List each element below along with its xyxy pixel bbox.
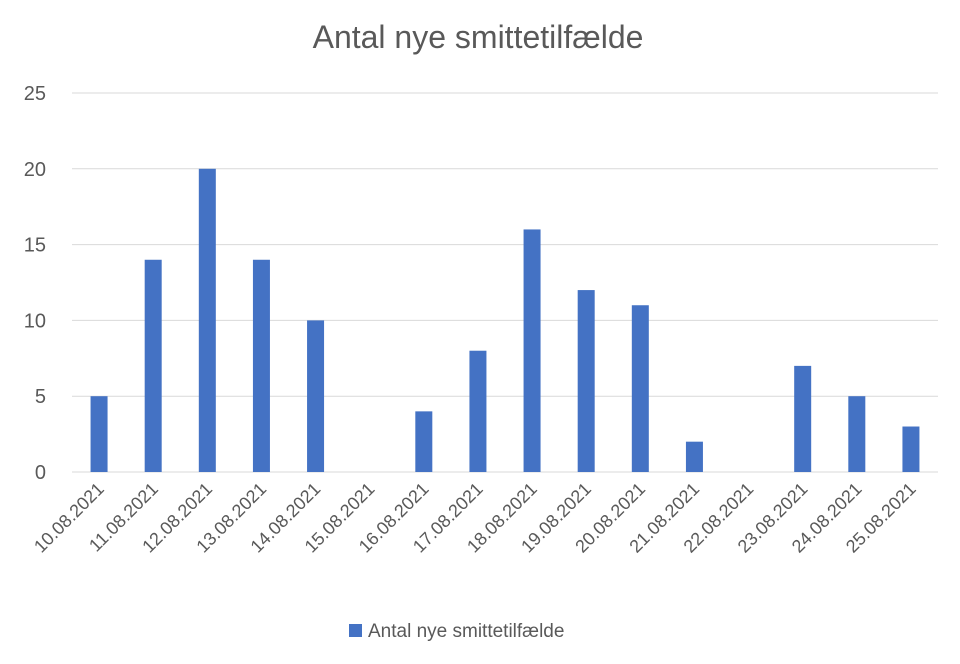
legend-swatch [349,624,362,637]
bar [523,229,541,472]
y-axis-ticks: 0 5 10 15 20 25 [24,83,46,484]
bar [415,411,433,472]
x-axis-ticks: 10.08.202111.08.202112.08.202113.08.2021… [30,479,920,557]
bar [902,426,920,472]
y-tick-label: 25 [24,83,46,105]
bar [252,259,270,472]
legend: Antal nye smittetilfælde [349,621,564,642]
bar [685,441,703,472]
bar [90,396,108,472]
bar [469,350,487,472]
y-tick-label: 10 [24,310,46,332]
bar [631,305,649,472]
bar [848,396,866,472]
y-tick-label: 0 [35,462,46,484]
bar [577,290,595,472]
gridlines [72,92,938,473]
y-tick-label: 20 [24,159,46,181]
bar [307,320,325,472]
bar [198,168,216,473]
bar [794,365,812,472]
y-tick-label: 5 [35,386,46,408]
bar [144,259,162,472]
y-tick-label: 15 [24,235,46,257]
legend-label: Antal nye smittetilfælde [368,621,564,642]
bars [90,168,920,473]
chart-title: Antal nye smittetilfælde [313,19,644,55]
